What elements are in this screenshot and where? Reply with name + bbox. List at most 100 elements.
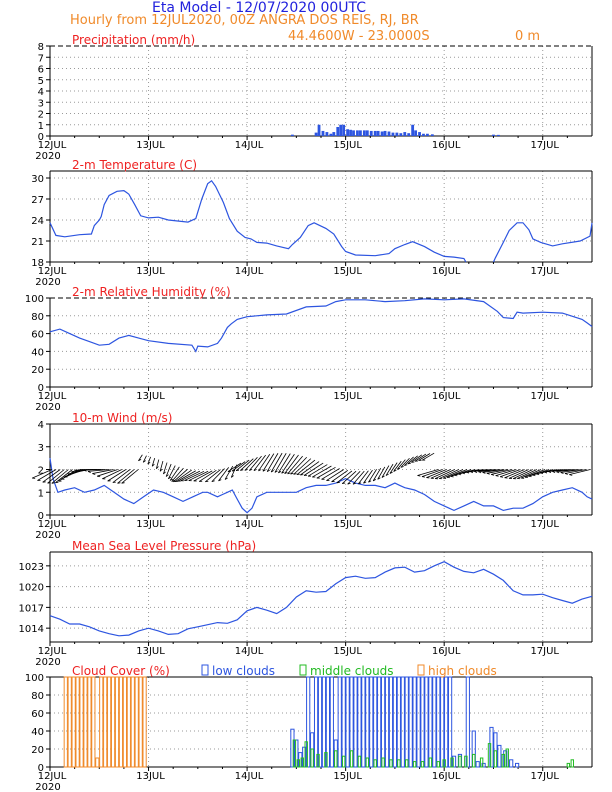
wind-arrow — [180, 470, 201, 482]
wind-arrow — [55, 469, 73, 484]
wind-arrow — [253, 454, 266, 471]
precip-xtick-label: 16JUL — [432, 140, 461, 151]
wind-arrow — [169, 466, 180, 481]
high-cloud-bar — [63, 676, 68, 768]
mid-cloud-bar — [493, 750, 498, 768]
wind-arrow — [396, 459, 406, 470]
low-cloud-bar — [436, 676, 441, 768]
wind-arrow — [504, 469, 525, 479]
wind-arrow — [107, 469, 127, 482]
wind-arrow — [347, 471, 361, 485]
wind-arrow — [393, 460, 402, 472]
high-cloud-bar — [95, 757, 100, 768]
precip-bar — [407, 133, 411, 136]
wind-arrow-head — [253, 469, 257, 472]
wind-arrow — [499, 469, 521, 478]
wind-arrow-head — [71, 471, 75, 474]
wind-arrow — [266, 453, 279, 472]
wind-arrow — [385, 463, 394, 476]
high-cloud-bar — [75, 676, 80, 768]
wind-arrow — [231, 461, 246, 472]
mid-cloud-bar — [570, 759, 574, 768]
wind-arrow — [495, 469, 517, 477]
low-cloud-bar — [481, 762, 486, 768]
low-cloud-bar — [416, 676, 421, 768]
precip-bar — [359, 130, 362, 136]
wind-arrow — [414, 453, 427, 462]
mslp-ytick-label: 1017 — [19, 603, 44, 614]
mid-cloud-bar — [365, 757, 370, 768]
wind-arrow — [240, 458, 254, 471]
temp-ytick-label: 24 — [31, 216, 44, 227]
low-cloud-bar — [341, 676, 346, 768]
cloud-xtick-label: 15JUL — [333, 771, 362, 782]
wind-arrow — [404, 456, 414, 466]
precip-ytick-label: 6 — [38, 65, 44, 76]
temp-xtick-label: 17JUL — [530, 266, 559, 277]
wind-arrow — [300, 461, 320, 476]
precip-ytick-label: 8 — [38, 42, 44, 53]
low-cloud-bar — [420, 676, 425, 768]
precip-bar — [387, 131, 391, 136]
mid-cloud-bar — [442, 759, 446, 768]
wind-arrow-head — [556, 471, 560, 474]
mid-cloud-bar — [389, 759, 393, 768]
wind-arrow — [341, 470, 357, 484]
precip-bar — [492, 134, 495, 136]
temp-xtick-label: 13JUL — [136, 266, 165, 277]
wind-arrow — [284, 454, 299, 474]
precip-xtick-label: 12JUL — [38, 140, 67, 151]
precip-bar — [362, 130, 366, 136]
precip-bar — [352, 130, 355, 136]
low-cloud-bar — [302, 746, 307, 768]
low-cloud-bar — [396, 676, 401, 768]
rh-xtick-label: 16JUL — [432, 391, 461, 402]
temp-xtick-label: 12JUL — [38, 266, 67, 277]
wind-arrow-head — [240, 469, 244, 471]
wind-arrow — [32, 469, 53, 479]
wind-arrow — [372, 467, 382, 482]
precip-bar — [411, 124, 415, 136]
wind-arrow — [92, 469, 114, 474]
wind-arrow — [274, 453, 287, 473]
mid-cloud-bar — [373, 759, 377, 768]
low-cloud-bar — [432, 676, 437, 768]
wind-arrow — [430, 469, 451, 479]
wind-arrow-head — [287, 472, 291, 475]
mslp-xtick-label: 15JUL — [333, 646, 362, 657]
rh-ytick-label: 100 — [25, 294, 44, 305]
temp-xtick-label: 15JUL — [333, 266, 362, 277]
wind-arrow-head — [83, 469, 87, 472]
wind-arrow — [296, 459, 316, 475]
precip-bar — [414, 130, 418, 136]
low-cloud-bar — [440, 676, 445, 768]
wind-arrow — [293, 458, 312, 475]
legend-low-swatch — [201, 664, 209, 676]
wind-arrow — [112, 469, 131, 483]
wind-arrow — [474, 469, 496, 472]
legend-high-label: high clouds — [428, 664, 497, 678]
wind-arrow — [121, 469, 139, 484]
wind-arrow-head — [163, 471, 166, 475]
low-cloud-bar — [384, 676, 390, 768]
mid-cloud-bar — [397, 759, 401, 768]
low-cloud-bar — [428, 676, 433, 768]
wind-arrow-head — [147, 461, 151, 465]
wind-arrow — [270, 452, 283, 473]
low-cloud-bar — [329, 676, 334, 768]
wind-arrow — [211, 468, 225, 482]
legend-mid-swatch — [299, 664, 307, 676]
wind-arrow — [417, 469, 439, 476]
wind-arrow — [175, 469, 192, 482]
mid-cloud-bar — [479, 757, 484, 768]
precip-bar — [365, 130, 369, 136]
wind-arrow-head — [363, 481, 367, 484]
wind-arrow — [184, 470, 205, 481]
wind-arrow — [336, 470, 353, 484]
precip-bar — [291, 134, 294, 136]
rh-xtick-label: 14JUL — [235, 391, 264, 402]
high-cloud-bar — [71, 676, 76, 768]
precip-bar — [317, 124, 321, 136]
wind-arrow — [205, 469, 221, 483]
wind-arrow — [564, 469, 587, 474]
